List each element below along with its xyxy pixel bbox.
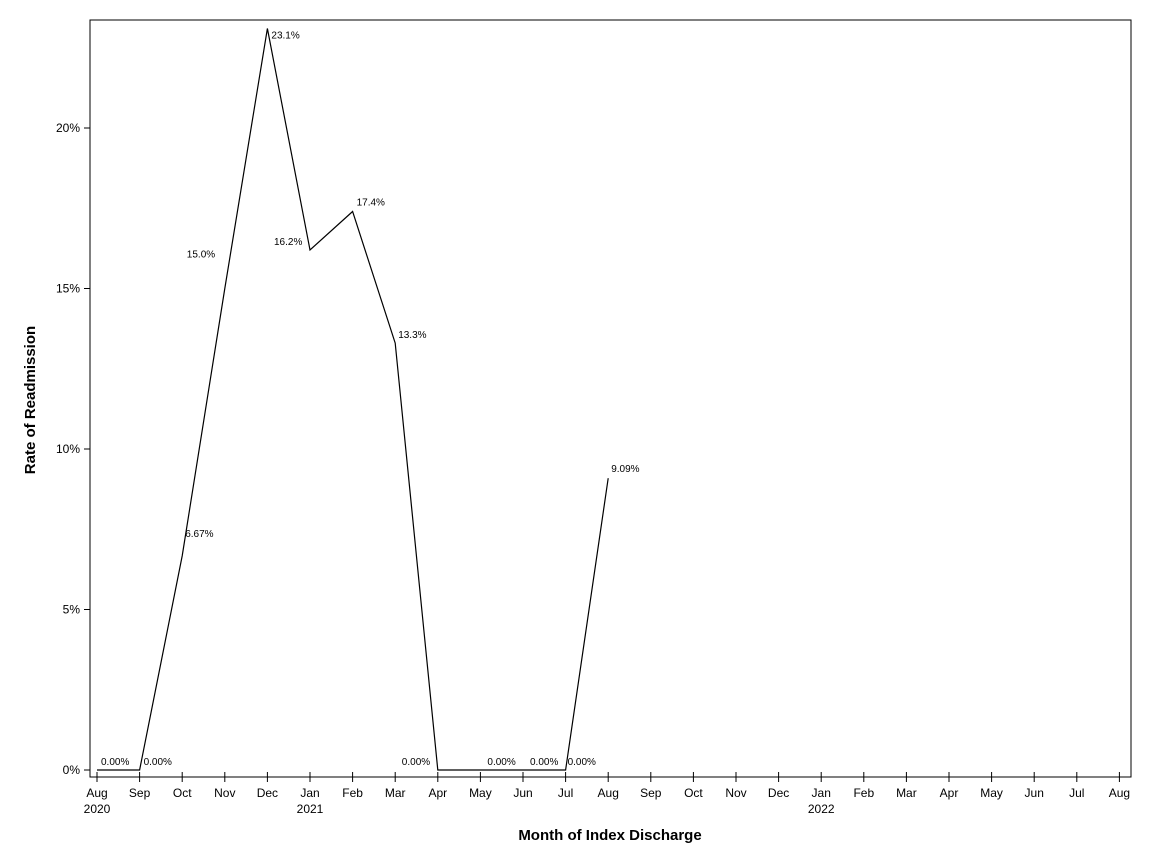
x-tick-month-label: Apr (940, 786, 959, 800)
x-tick-year-label: 2022 (808, 802, 835, 816)
x-tick-month-label: Sep (129, 786, 151, 800)
x-tick-month-label: Feb (853, 786, 874, 800)
data-label: 0.00% (568, 757, 596, 768)
y-tick-label: 10% (56, 442, 80, 456)
x-tick-month-label: Oct (684, 786, 703, 800)
y-tick-label: 5% (63, 603, 81, 617)
data-labels: 0.00% 0.00% 6.67% 15.0% 23.1% 16.2% 17.4% 13.3%… (101, 30, 640, 768)
y-tick-label: 15% (56, 282, 80, 296)
data-label: 6.67% (185, 529, 213, 540)
data-label: 9.09% (611, 464, 639, 475)
x-tick-month-label: Jan (300, 786, 319, 800)
x-tick-month-label: Dec (257, 786, 278, 800)
x-tick-month-label: May (980, 786, 1003, 800)
x-tick-month-label: Apr (428, 786, 447, 800)
data-label: 0.00% (487, 757, 515, 768)
data-label: 0.00% (530, 757, 558, 768)
data-label: 13.3% (398, 330, 426, 341)
data-label: 0.00% (144, 757, 172, 768)
x-tick-month-label: Nov (214, 786, 235, 800)
x-tick-month-label: Mar (385, 786, 406, 800)
y-axis: 0% 5% 10% 15% 20% (56, 121, 90, 777)
data-label: 23.1% (271, 30, 299, 41)
data-label: 16.2% (274, 237, 302, 248)
x-tick-month-label: Nov (725, 786, 746, 800)
x-tick-month-label: Feb (342, 786, 363, 800)
x-tick-month-label: Dec (768, 786, 789, 800)
y-tick-label: 20% (56, 121, 80, 135)
data-label: 15.0% (187, 250, 215, 261)
x-tick-month-label: Jul (1069, 786, 1084, 800)
y-axis-title: Rate of Readmission (22, 326, 39, 474)
x-tick-month-label: Aug (86, 786, 107, 800)
x-tick-year-label: 2020 (84, 802, 111, 816)
x-tick-month-label: Jul (558, 786, 573, 800)
x-tick-year-label: 2021 (297, 802, 324, 816)
data-label: 0.00% (402, 757, 430, 768)
x-tick-month-label: Jun (1025, 786, 1044, 800)
readmission-rate-line (97, 28, 609, 771)
x-tick-month-label: Sep (640, 786, 662, 800)
x-tick-month-label: Aug (598, 786, 619, 800)
y-tick-label: 0% (63, 763, 81, 777)
x-tick-month-label: Mar (896, 786, 917, 800)
plot-frame (89, 19, 1132, 778)
x-tick-month-label: Oct (173, 786, 192, 800)
data-label: 0.00% (101, 757, 129, 768)
x-tick-month-label: May (469, 786, 492, 800)
x-axis: Aug 2020 Sep Oct Nov Dec Jan 2021 Feb Mar Apr May Ju… (84, 772, 1130, 816)
data-label: 17.4% (357, 197, 385, 208)
x-tick-month-label: Aug (1109, 786, 1130, 800)
x-tick-month-label: Jan (812, 786, 831, 800)
x-axis-title: Month of Index Discharge (518, 827, 701, 844)
x-tick-month-label: Jun (513, 786, 532, 800)
